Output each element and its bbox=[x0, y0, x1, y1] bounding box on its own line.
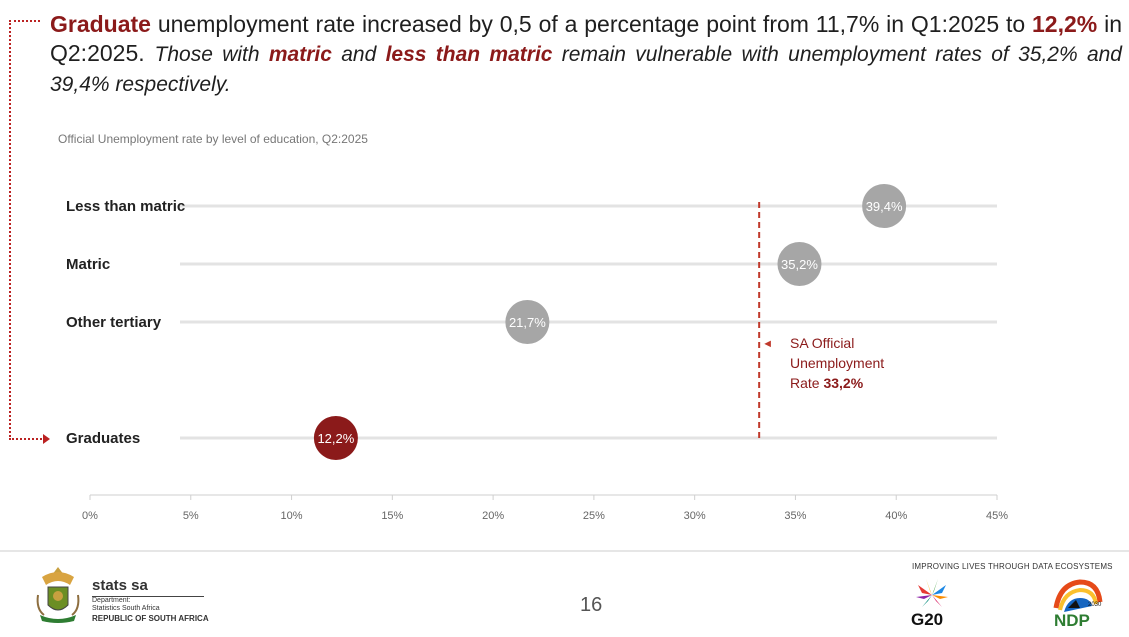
headline-graduate: Graduate bbox=[50, 11, 151, 37]
x-tick-label: 30% bbox=[684, 510, 706, 522]
data-point bbox=[862, 184, 907, 228]
x-tick-label: 35% bbox=[784, 510, 806, 522]
reference-label-line-1: SA Official bbox=[790, 335, 854, 351]
bracket-connector-side bbox=[9, 20, 11, 440]
x-tick-label: 0% bbox=[82, 510, 98, 522]
ndp-year: 2030 bbox=[1088, 602, 1102, 608]
x-tick-label: 10% bbox=[281, 510, 303, 522]
x-tick-label: 45% bbox=[986, 510, 1008, 522]
data-label: 21,7% bbox=[509, 315, 546, 330]
data-label: 39,4% bbox=[866, 199, 903, 214]
headline-matric: matric bbox=[268, 43, 332, 66]
x-tick-label: 5% bbox=[183, 510, 199, 522]
data-label: 35,2% bbox=[781, 257, 818, 272]
org-department: Department: Statistics South Africa bbox=[92, 597, 160, 613]
headline-text-1: unemployment rate increased by 0,5 of a … bbox=[150, 11, 1033, 37]
dot-chart: Less than matric Matric Other tertiary Grad… bbox=[66, 184, 1008, 522]
data-point bbox=[313, 416, 358, 460]
footer-divider bbox=[0, 550, 1129, 552]
data-point bbox=[777, 242, 822, 286]
dept-line-2: Statistics South Africa bbox=[92, 605, 160, 612]
ndp-label: NDP bbox=[1054, 611, 1090, 628]
g20-label: G20 bbox=[911, 610, 944, 629]
bracket-connector-top bbox=[9, 20, 40, 22]
data-point bbox=[505, 300, 550, 344]
bracket-arrow-icon bbox=[43, 434, 50, 444]
headline: Graduate unemployment rate increased by … bbox=[50, 10, 1122, 99]
category-label: Other tertiary bbox=[66, 314, 162, 331]
org-name: stats sa bbox=[92, 577, 148, 594]
coat-of-arms-icon bbox=[36, 567, 80, 623]
headline-rate: 12,2% bbox=[1032, 11, 1098, 37]
headline-text-2: in Q2:2025. bbox=[50, 11, 1122, 66]
headline-italic-1: Those with bbox=[154, 43, 269, 66]
headline-italic-2: and bbox=[331, 43, 386, 66]
bracket-connector-bottom bbox=[9, 438, 45, 440]
x-tick-label: 40% bbox=[885, 510, 907, 522]
reference-label-line-2: Unemployment bbox=[790, 355, 884, 371]
g20-logo-icon bbox=[916, 579, 948, 607]
x-tick-label: 25% bbox=[583, 510, 605, 522]
category-label: Matric bbox=[66, 256, 110, 273]
chart-title: Official Unemployment rate by level of e… bbox=[58, 132, 368, 146]
x-tick-label: 20% bbox=[482, 510, 504, 522]
headline-less-than-matric: less than matric bbox=[385, 43, 553, 66]
ndp-logo-icon: 2030 NDP bbox=[1053, 579, 1103, 628]
dept-line-1: Department: bbox=[92, 597, 131, 604]
org-rule bbox=[92, 596, 204, 597]
headline-italic-3: remain vulnerable with unemployment rate… bbox=[50, 43, 1122, 96]
headline-italic: Those with matric and less than matric r… bbox=[50, 43, 1122, 96]
data-label: 12,2% bbox=[317, 431, 354, 446]
category-label: Graduates bbox=[66, 430, 140, 447]
x-tick-label: 15% bbox=[381, 510, 403, 522]
category-label: Less than matric bbox=[66, 198, 185, 215]
tagline: IMPROVING LIVES THROUGH DATA ECOSYSTEMS bbox=[912, 562, 1113, 571]
page-number: 16 bbox=[580, 594, 603, 616]
reference-pointer-icon: ◄ bbox=[762, 338, 773, 350]
org-country: REPUBLIC OF SOUTH AFRICA bbox=[92, 614, 209, 623]
reference-label-line-3: Rate 33,2% bbox=[790, 375, 864, 391]
reference-label-value: 33,2% bbox=[823, 375, 863, 391]
reference-label-prefix: Rate bbox=[790, 375, 823, 391]
